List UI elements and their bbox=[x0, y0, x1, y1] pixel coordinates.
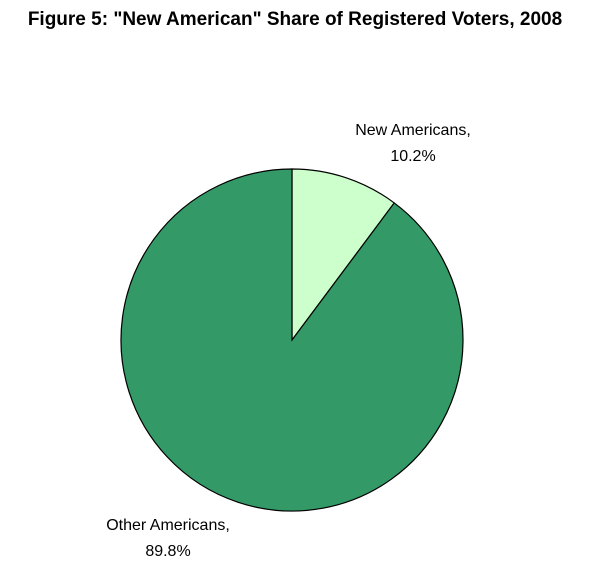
chart-title: Figure 5: "New American" Share of Regist… bbox=[28, 9, 562, 30]
slice-label-value: 89.8% bbox=[145, 543, 190, 560]
slice-label-new-americans: New Americans, 10.2% bbox=[355, 122, 471, 165]
pie-slices bbox=[120, 168, 464, 512]
pie-slice-1 bbox=[120, 168, 464, 512]
pie-slice-0 bbox=[291, 168, 396, 342]
slice-label-name: Other Americans, bbox=[106, 517, 230, 534]
slice-label-name: New Americans, bbox=[355, 122, 471, 139]
slice-label-value: 10.2% bbox=[390, 148, 435, 165]
slice-label-other-americans: Other Americans, 89.8% bbox=[106, 517, 230, 560]
